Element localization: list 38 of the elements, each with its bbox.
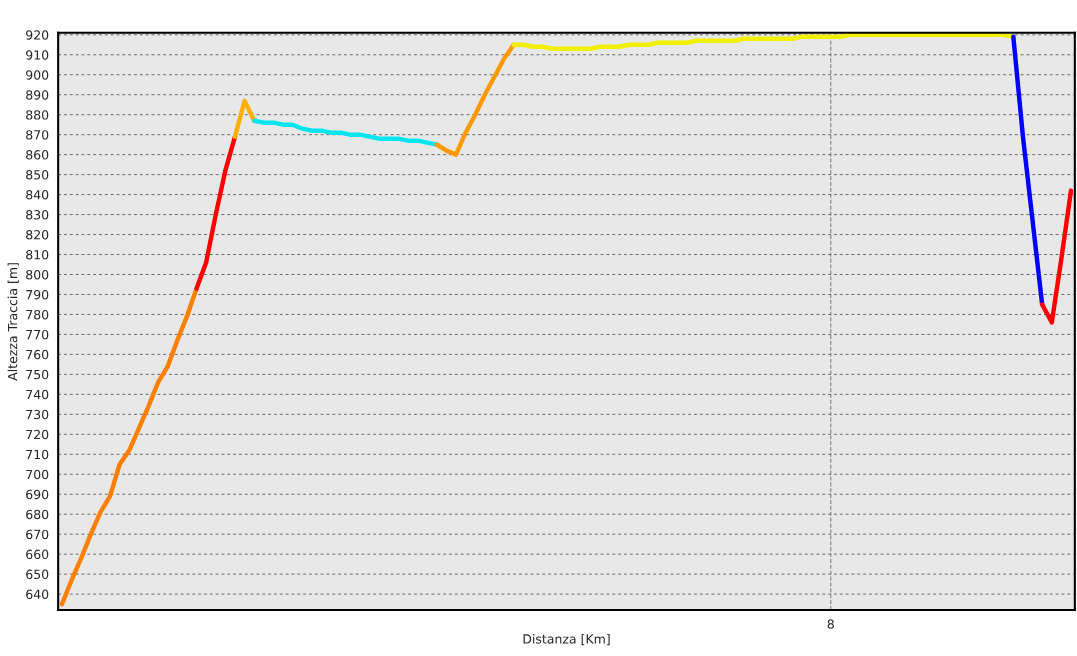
y-tick-label: 660 <box>26 549 49 560</box>
y-tick-label: 790 <box>26 289 49 300</box>
x-axis-title: Distanza [Km] <box>523 633 610 646</box>
y-tick-label: 700 <box>26 469 49 480</box>
y-tick-label: 830 <box>26 210 49 220</box>
y-tick-label: 860 <box>26 150 49 160</box>
y-tick-label: 820 <box>26 230 49 240</box>
y-tick-label: 650 <box>26 569 49 580</box>
y-tick-label: 690 <box>26 489 49 500</box>
y-tick-label: 640 <box>26 589 49 600</box>
line-series <box>434 42 516 157</box>
line-series <box>1039 188 1074 325</box>
y-tick-label: 800 <box>26 269 49 280</box>
y-tick-label: 780 <box>26 309 49 320</box>
y-tick-label: 770 <box>26 329 49 340</box>
y-tick-label: 840 <box>26 190 49 200</box>
line-series <box>194 134 238 291</box>
y-tick-label: 670 <box>26 529 49 540</box>
y-tick-label: 750 <box>26 369 49 380</box>
line-series <box>251 118 439 147</box>
y-tick-label: 900 <box>26 70 49 80</box>
y-tick-label: 730 <box>26 409 49 420</box>
y-tick-label: 720 <box>26 429 49 440</box>
line-series <box>511 32 1016 51</box>
y-tick-label: 890 <box>26 90 49 100</box>
x-tick-label: 8 <box>827 619 834 629</box>
y-tick-label: 810 <box>26 250 49 260</box>
y-tick-label: 760 <box>26 349 49 360</box>
y-tick-label: 710 <box>26 449 49 460</box>
y-tick-label: 740 <box>26 389 49 400</box>
y-tick-label: 910 <box>26 50 49 60</box>
y-axis-title: Altezza Traccia [m] <box>7 263 19 381</box>
y-tick-label: 920 <box>26 30 49 40</box>
y-tick-label: 680 <box>26 509 49 520</box>
y-tick-label: 870 <box>26 130 49 140</box>
y-tick-label: 880 <box>26 110 49 120</box>
y-tick-label: 850 <box>26 170 49 180</box>
line-series <box>59 286 199 607</box>
